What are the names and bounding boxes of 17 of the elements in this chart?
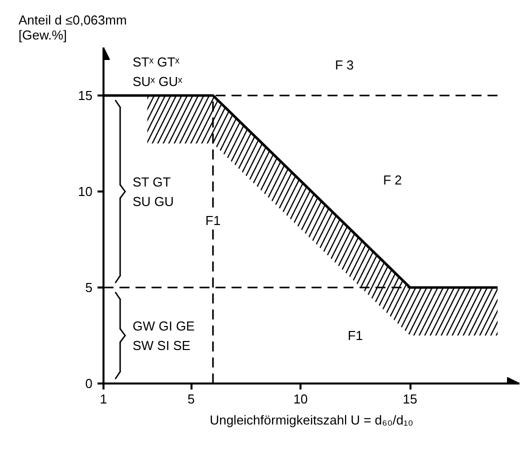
y-axis-title: Anteil d ≤0,063mm [Gew.%] [18,12,127,42]
x-tick-label: 5 [187,392,195,406]
annotation: STˣ GTˣ SUˣ GUˣ [132,54,184,89]
x-tick-label: 1 [100,392,108,406]
annotation: F1 [205,212,221,228]
annotation: F 2 [383,172,402,188]
x-axis-title: Ungleichförmigkeitszahl U = d₆₀/d₁₀ [210,412,414,428]
annotation: F 3 [334,57,354,72]
x-tick-label: 10 [293,392,308,406]
x-tick-label: 15 [402,392,418,406]
y-tick-label: 0 [85,376,93,391]
annotation: GW GI GE SW SI SE [132,318,196,353]
y-tick-label: 5 [85,280,93,295]
annotation: ST GT SU GU [132,174,174,209]
annotation: F1 [348,328,363,343]
y-tick-label: 10 [78,184,93,199]
y-tick-label: 15 [78,88,93,103]
